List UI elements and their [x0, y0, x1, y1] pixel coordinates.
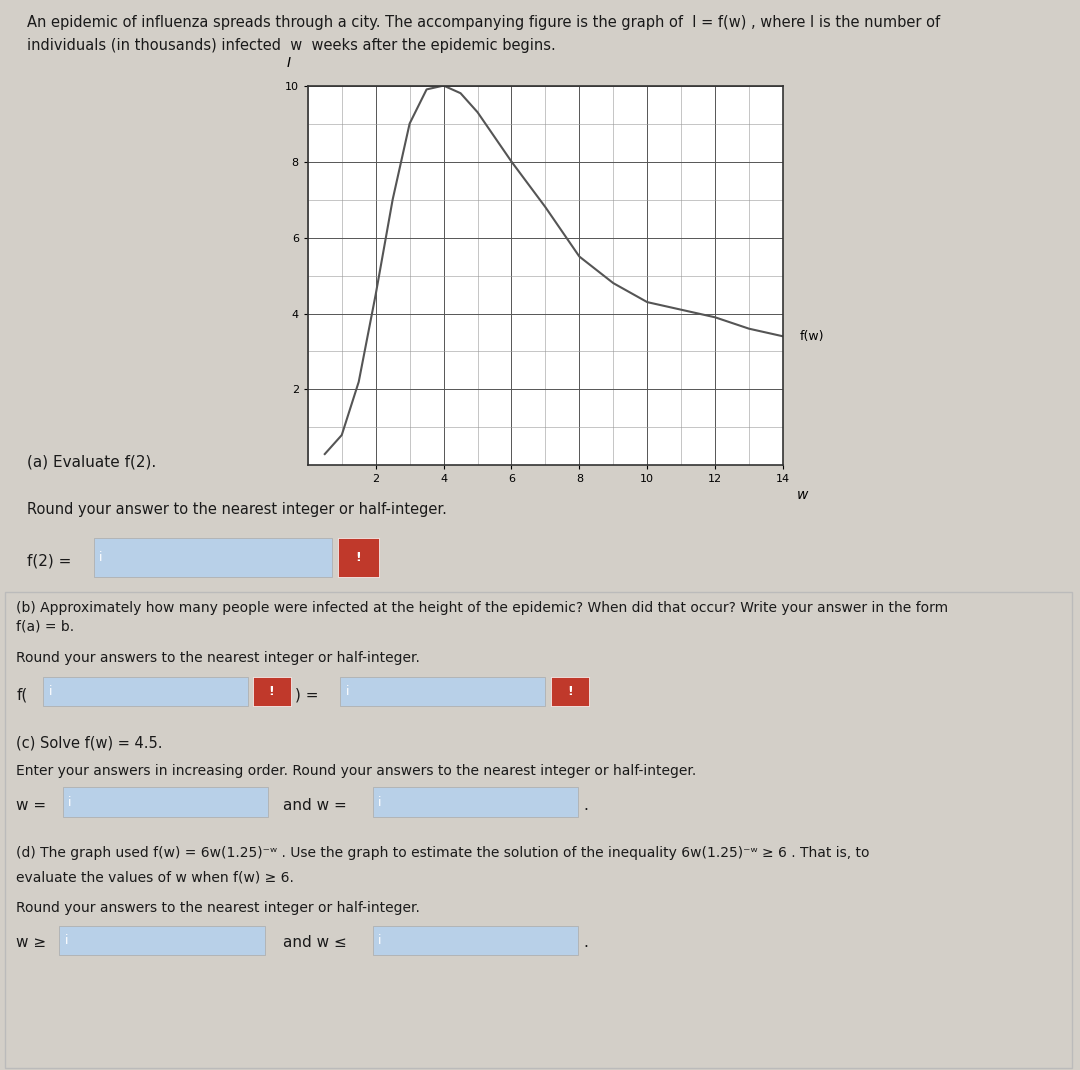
FancyBboxPatch shape [43, 676, 248, 706]
Text: individuals (in thousands) infected  w  weeks after the epidemic begins.: individuals (in thousands) infected w we… [27, 37, 556, 52]
Text: Round your answer to the nearest integer or half-integer.: Round your answer to the nearest integer… [27, 502, 447, 517]
Text: i: i [49, 685, 52, 698]
Text: (c) Solve f(w) = 4.5.: (c) Solve f(w) = 4.5. [16, 735, 163, 750]
FancyBboxPatch shape [551, 676, 589, 706]
Text: (b) Approximately how many people were infected at the height of the epidemic? W: (b) Approximately how many people were i… [16, 600, 948, 614]
Text: I: I [286, 57, 291, 71]
FancyBboxPatch shape [340, 676, 545, 706]
FancyBboxPatch shape [63, 788, 268, 817]
FancyBboxPatch shape [373, 926, 578, 956]
Text: i: i [68, 796, 71, 809]
Text: An epidemic of influenza spreads through a city. The accompanying figure is the : An epidemic of influenza spreads through… [27, 15, 940, 30]
Text: w =: w = [16, 798, 46, 813]
Text: Enter your answers in increasing order. Round your answers to the nearest intege: Enter your answers in increasing order. … [16, 764, 697, 778]
Text: Round your answers to the nearest integer or half-integer.: Round your answers to the nearest intege… [16, 651, 420, 666]
FancyBboxPatch shape [59, 926, 265, 956]
Text: w ≥: w ≥ [16, 935, 46, 950]
Text: f(2) =: f(2) = [27, 554, 71, 569]
Text: ) =: ) = [295, 687, 319, 702]
Text: f(a) = b.: f(a) = b. [16, 620, 75, 633]
Text: .: . [583, 935, 589, 950]
Text: i: i [378, 934, 381, 947]
Text: i: i [378, 796, 381, 809]
Text: f(: f( [16, 687, 27, 702]
Text: !: ! [355, 551, 362, 564]
Text: .: . [583, 798, 589, 813]
Text: and w ≤: and w ≤ [283, 935, 347, 950]
Text: (d) The graph used f(w) = 6w(1.25)⁻ʷ . Use the graph to estimate the solution of: (d) The graph used f(w) = 6w(1.25)⁻ʷ . U… [16, 846, 869, 860]
FancyBboxPatch shape [373, 788, 578, 817]
FancyBboxPatch shape [94, 537, 332, 578]
Text: i: i [346, 685, 349, 698]
Text: f(w): f(w) [800, 330, 824, 342]
Text: !: ! [269, 685, 274, 698]
FancyBboxPatch shape [253, 676, 291, 706]
Text: i: i [99, 551, 103, 564]
Text: Round your answers to the nearest integer or half-integer.: Round your answers to the nearest intege… [16, 901, 420, 916]
FancyBboxPatch shape [338, 537, 379, 578]
Text: evaluate the values of w when f(w) ≥ 6.: evaluate the values of w when f(w) ≥ 6. [16, 870, 294, 884]
Text: (a) Evaluate f(2).: (a) Evaluate f(2). [27, 455, 157, 470]
Text: and w =: and w = [283, 798, 347, 813]
Text: i: i [65, 934, 68, 947]
Text: !: ! [567, 685, 572, 698]
Text: w: w [797, 488, 809, 502]
